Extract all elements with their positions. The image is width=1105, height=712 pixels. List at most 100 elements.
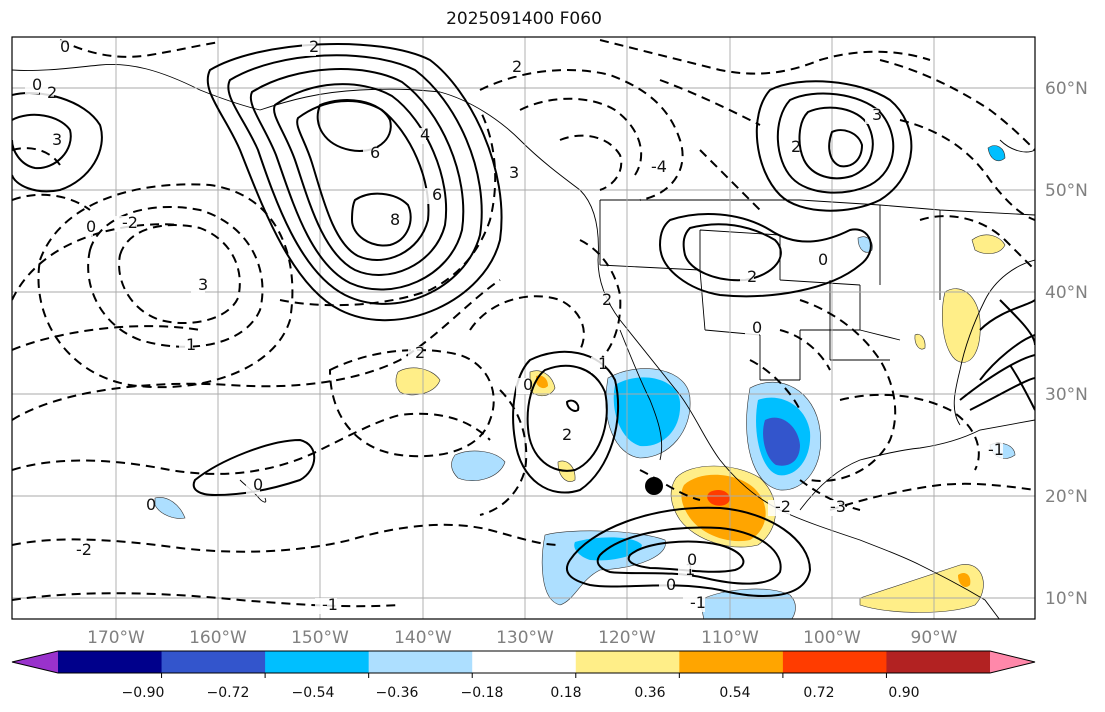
contour-label: 2 [562,425,572,444]
contour-label-bg [139,498,153,514]
colorbar-segment [472,651,577,673]
contour-label-bg [408,346,422,362]
positive-contours [12,42,1035,597]
contour-label: 6 [370,143,380,162]
colorbar-segment [58,651,163,673]
contour-label: 2 [512,57,522,76]
lat-tick-label: 20°N [1045,487,1088,507]
colorbar-tick-labels: −0.90 −0.72 −0.54 −0.36 −0.18 0.18 0.36 … [122,685,920,701]
contour-label: 0 [86,217,96,236]
colorbar-extension-low [12,651,58,673]
contour-label: 6 [432,185,442,204]
contour-label-bg [745,321,759,337]
coastlines [12,64,1035,619]
lon-tick-label: 90°W [911,628,958,648]
contour-label-bg [516,378,530,394]
contour-label: 3 [198,275,208,294]
contour-label: 2 [747,267,757,286]
contour-label: 2 [47,83,57,102]
shade-west-neg [154,497,186,519]
contour-label-bg [53,40,67,56]
shade-pacific-pos-strong [707,490,730,506]
contour-label-bg [591,357,605,373]
colorbar-segment [161,651,266,673]
contour-label-bg [768,500,790,516]
contour-label-bg [115,216,137,232]
contour-label: 2 [791,137,801,156]
contour-label-bg [505,60,519,76]
colorbar-tick-label: 0.72 [803,685,834,701]
contour-label-bg [823,500,845,516]
shade-great-lakes [971,234,1006,254]
contour-label: -2 [775,497,791,516]
contour-label: -1 [988,440,1004,459]
contour-label: 1 [598,354,608,373]
colorbar-tick-label: −0.18 [461,685,504,701]
colorbar-tick-label: −0.54 [292,685,335,701]
contour-label: 2 [602,290,612,309]
contour-label-bg [45,133,59,149]
contour-label: 0 [146,495,156,514]
lon-tick-label: 110°W [701,628,759,648]
contour-label: 3 [509,163,519,182]
contour-label: 0 [666,575,676,594]
contour-label-bg [865,108,879,124]
shade-east-coast-pos [914,333,926,350]
contour-label: 0 [752,318,762,337]
contour-label-bg [811,253,825,269]
colorbar-segment [368,651,473,673]
map-area [12,37,1035,619]
contour-label: -4 [651,157,667,176]
contour-label: 8 [390,210,400,229]
contour-label-bg [740,270,754,286]
lon-tick-label: 160°W [189,628,247,648]
lon-tick-label: 140°W [394,628,452,648]
lat-tick-labels: 60°N 50°N 40°N 30°N 20°N 10°N [1045,79,1088,609]
contour-label: -1 [322,595,338,614]
colorbar [11,650,1036,678]
contour-label-bg [659,578,673,594]
contour-label-bg [425,188,439,204]
contour-label-bg [315,598,337,614]
contour-label: 4 [420,125,430,144]
shade-central-america [859,564,984,613]
contour-label: -2 [122,213,138,232]
contour-label-bg [40,86,54,102]
contour-label-bg [413,128,427,144]
shade-east-weak [942,288,981,363]
colorbar-segment [782,651,887,673]
shade-central-america-mid [958,573,971,587]
contour-label: 0 [687,550,697,569]
contour-label: 3 [872,105,882,124]
contour-label: 2 [415,343,425,362]
contour-label-bg [246,478,260,494]
colorbar-tick-label: −0.36 [376,685,419,701]
shade-baja-pos-mid [536,375,548,389]
contour-label: 3 [52,130,62,149]
contour-label-bg [502,166,516,182]
contour-label-bg [644,160,666,176]
colorbar-tick-label: 0.18 [550,685,581,701]
lon-tick-label: 130°W [496,628,554,648]
contour-label-bg [191,278,205,294]
contour-label-bg [25,78,39,94]
contour-label: 0 [253,475,263,494]
contour-labels: 6864323210023-202-4320201220100-1-1-2-30… [25,37,1004,614]
lon-tick-label: 170°W [87,628,145,648]
contour-label: -1 [690,593,706,612]
colorbar-tick-label: −0.90 [122,685,165,701]
map-frame [11,36,1036,620]
contour-label-bg [383,213,397,229]
colorbar-segment [679,651,784,673]
contour-label: 0 [523,375,533,394]
lat-tick-label: 10°N [1045,589,1088,609]
colorbar-outline [11,650,1036,674]
colorbar-segment [886,651,991,673]
colorbar-tick-label: −0.72 [207,685,250,701]
contour-label: 0 [60,37,70,56]
contour-label: 1 [186,335,196,354]
contour-label: 0 [818,250,828,269]
contour-label-bg [981,443,1003,459]
